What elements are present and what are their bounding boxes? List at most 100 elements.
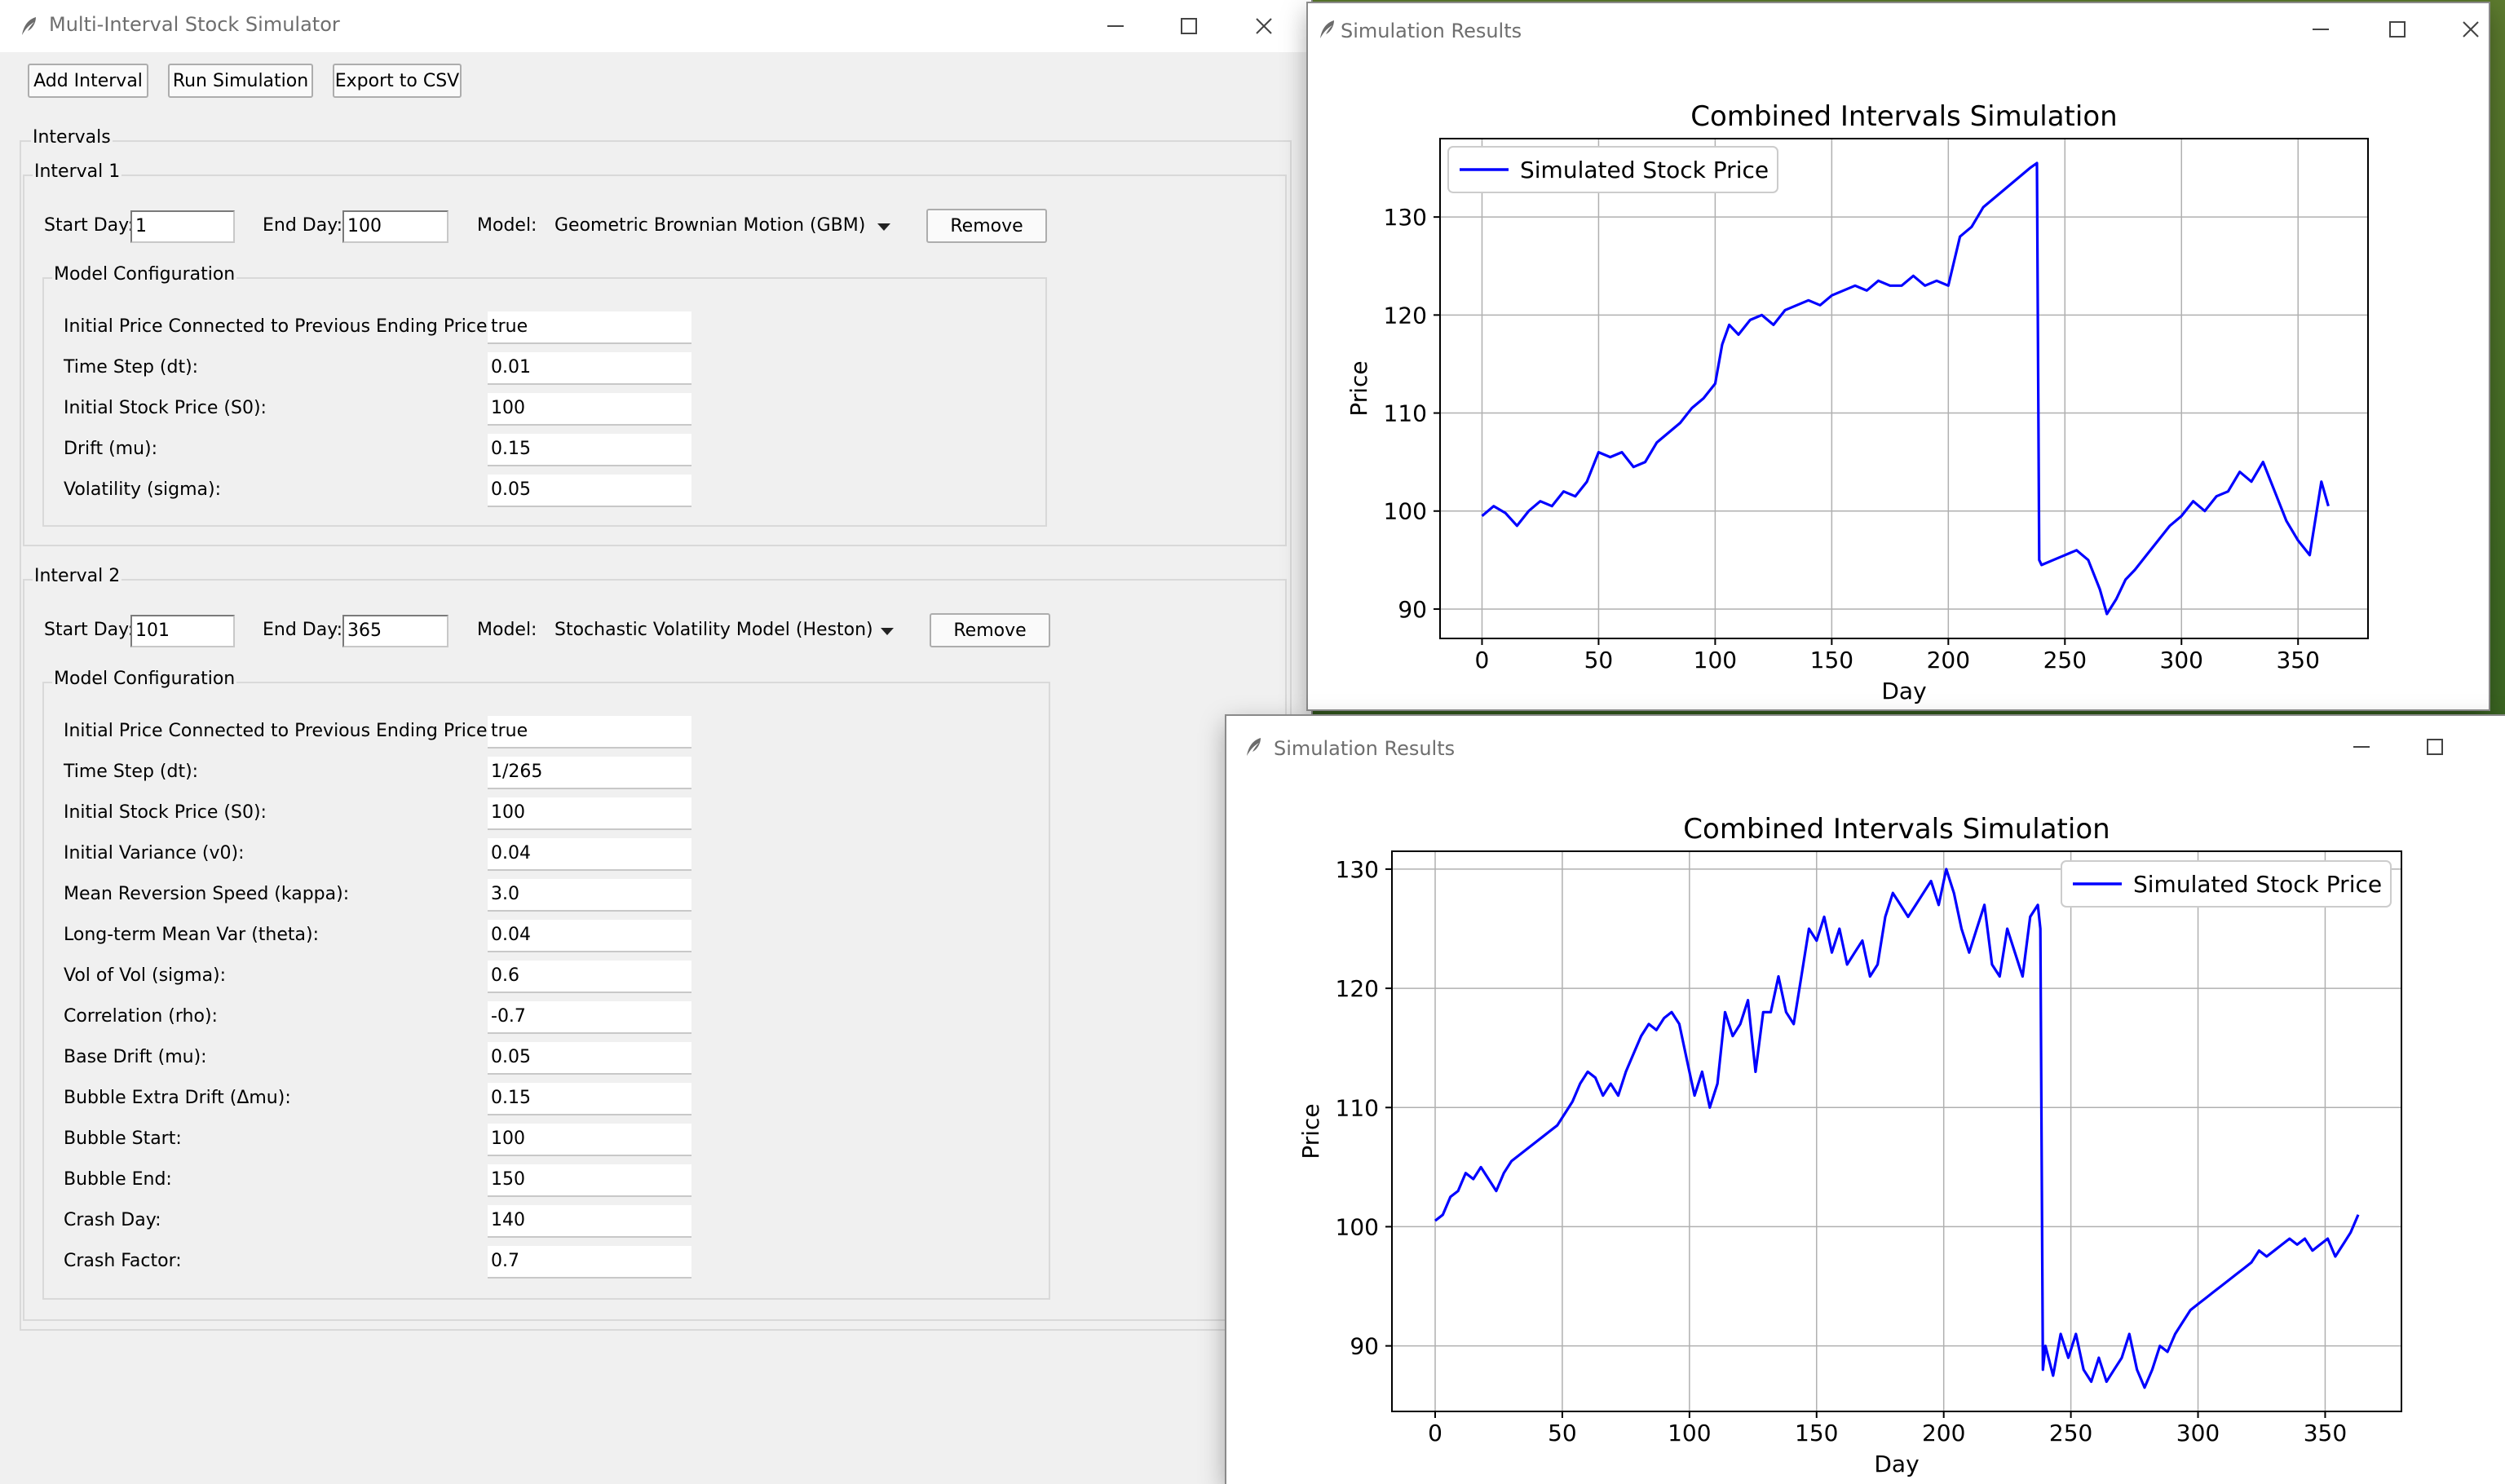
model-label: Model: [477,215,537,236]
minimize-button[interactable] [2330,726,2396,768]
close-icon [2463,21,2479,38]
price-series-line [1481,161,2330,616]
field-input[interactable]: 0.04 [488,838,691,871]
model-config-title: Model Configuration [52,669,237,689]
minimize-button[interactable] [1085,5,1150,47]
field-input[interactable]: 0.7 [488,1246,691,1279]
model-label: Model: [477,620,537,640]
chart-1: 0 50 100 150 200 250 300 350 90 100 110 120 130 Combi… [1345,100,2369,704]
legend-box [1447,146,1778,193]
field-label: Mean Reversion Speed (kappa): [64,884,350,904]
x-tick-label: 250 [2049,1420,2092,1446]
x-tick-label: 50 [1548,1420,1577,1446]
window-title: Simulation Results [1341,20,1522,42]
field-input[interactable]: 140 [488,1205,691,1238]
field-input[interactable]: -0.7 [488,1001,691,1034]
remove-interval-2-button[interactable]: Remove [930,613,1050,647]
field-label: Initial Variance (v0): [64,843,245,863]
field-input[interactable]: true [488,716,691,749]
field-input[interactable]: 0.01 [488,352,691,385]
end-day-label: End Day: [263,620,343,640]
field-input[interactable]: 1/265 [488,757,691,789]
field-input[interactable]: 0.05 [488,475,691,507]
start-day-input[interactable]: 1 [130,210,235,243]
remove-interval-1-button[interactable]: Remove [926,209,1047,243]
field-input[interactable]: 0.05 [488,1042,691,1075]
field-input[interactable]: 0.15 [488,1083,691,1115]
main-titlebar: Multi-Interval Stock Simulator [0,0,1311,52]
field-input[interactable]: 100 [488,393,691,426]
x-tick-label: 250 [2043,647,2087,674]
y-tick-label: 90 [1350,1333,1379,1360]
add-interval-button[interactable]: Add Interval [28,64,148,98]
field-input[interactable]: 3.0 [488,879,691,912]
end-day-label: End Day: [263,215,343,236]
field-input[interactable]: 0.15 [488,434,691,466]
model-select[interactable]: Geometric Brownian Motion (GBM) [548,209,900,245]
minimize-button[interactable] [2290,8,2355,51]
field-label: Bubble Extra Drift (Δmu): [64,1088,291,1108]
results-2-titlebar: Simulation Results [1226,716,2505,768]
x-tick-label: 200 [1922,1420,1965,1446]
y-tick-label: 100 [1336,1213,1379,1240]
close-button[interactable] [2440,8,2489,51]
plot-frame [1391,850,2402,1412]
field-input[interactable]: 100 [488,1124,691,1156]
model-config-frame-2 [42,682,1050,1300]
interval-1-title: Interval 1 [33,161,122,182]
field-input[interactable]: 0.04 [488,920,691,952]
close-button[interactable] [1233,5,1298,47]
start-day-label: Start Day: [44,620,134,640]
results-window-2: Simulation Results 0 50 100 150 200 250 300 350… [1226,716,2505,1484]
chart-title: Combined Intervals Simulation [1690,100,2117,133]
plot-frame [1439,138,2369,639]
x-axis-label: Day [1881,678,1926,704]
field-label: Drift (mu): [64,439,158,459]
legend-label: Simulated Stock Price [1520,157,1769,183]
export-csv-button[interactable]: Export to CSV [333,64,462,98]
field-input[interactable]: 0.6 [488,961,691,993]
maximize-button[interactable] [1158,5,1223,47]
interval-2-title: Interval 2 [33,566,122,586]
x-tick-label: 100 [1668,1420,1711,1446]
model-select-value: Geometric Brownian Motion (GBM) [554,215,866,236]
model-select[interactable]: Stochastic Volatility Model (Heston) [548,613,900,649]
start-day-input[interactable]: 101 [130,615,235,647]
y-tick-label: 90 [1398,596,1427,623]
model-select-value: Stochastic Volatility Model (Heston) [554,620,873,640]
x-tick-label: 350 [2304,1420,2347,1446]
maximize-button[interactable] [2366,8,2432,51]
run-simulation-button[interactable]: Run Simulation [168,64,313,98]
field-label: Bubble Start: [64,1128,182,1149]
field-input[interactable]: 150 [488,1164,691,1197]
field-label: Initial Stock Price (S0): [64,802,267,823]
y-tick-label: 100 [1384,498,1427,525]
interval-1-frame [23,174,1287,546]
legend-box [2061,860,2392,908]
results-window-1: Simulation Results 0 50 100 150 200 250 300 350… [1308,3,2489,709]
y-tick-label: 120 [1384,302,1427,329]
field-label: Volatility (sigma): [64,479,222,500]
x-tick-label: 200 [1927,647,1970,674]
model-config-title: Model Configuration [52,264,237,285]
window-title: Simulation Results [1274,737,1456,760]
y-tick-label: 120 [1336,975,1379,1002]
x-tick-label: 300 [2160,647,2203,674]
dropdown-arrow-icon [877,223,890,231]
field-label: Long-term Mean Var (theta): [64,925,320,945]
y-axis-label: Price [1345,360,1372,416]
field-label: Correlation (rho): [64,1006,218,1027]
maximize-button[interactable] [2404,726,2469,768]
field-input[interactable]: true [488,311,691,344]
end-day-input[interactable]: 365 [342,615,448,647]
y-tick-label: 130 [1384,204,1427,231]
price-series-line [1434,868,2360,1389]
field-label: Crash Factor: [64,1251,182,1271]
field-input[interactable]: 100 [488,797,691,830]
end-day-input[interactable]: 100 [342,210,448,243]
results-1-titlebar: Simulation Results [1308,3,2489,55]
chart-2: 0 50 100 150 200 250 300 350 90 100 110 120 130 Combi… [1297,813,2402,1477]
field-label: Initial Price Connected to Previous Endi… [64,721,493,741]
x-tick-label: 50 [1584,647,1614,674]
model-config-frame-1 [42,277,1047,527]
